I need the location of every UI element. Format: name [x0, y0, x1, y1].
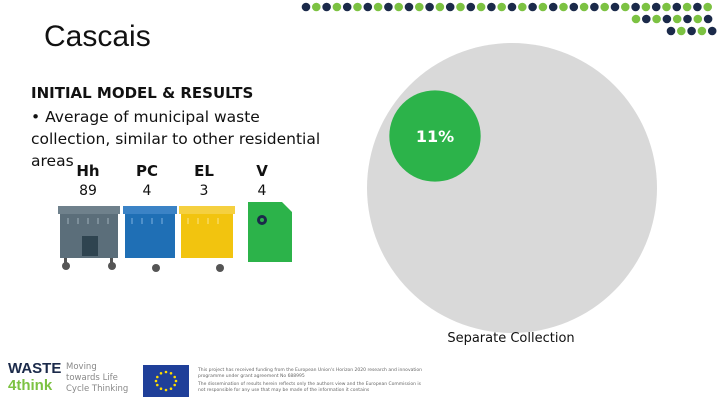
slide-title: Cascais: [44, 20, 151, 53]
decorative-dot: [662, 2, 671, 12]
decorative-dot: [435, 2, 445, 12]
bin-value-packaging: 3: [199, 183, 209, 199]
decorative-dot: [363, 2, 373, 12]
decorative-dot: [677, 26, 686, 36]
decorative-dot: [353, 2, 362, 12]
decorative-dot: [569, 2, 579, 12]
decorative-dot-pattern: [301, 2, 717, 36]
decorative-dot: [651, 2, 661, 12]
decorative-dot: [507, 2, 517, 12]
decorative-dot: [683, 14, 692, 24]
bin-value-paper: 4: [142, 183, 152, 199]
decorative-dot: [322, 2, 331, 12]
decorative-dot: [548, 2, 558, 12]
decorative-dot: [621, 2, 630, 12]
decorative-dot: [652, 14, 661, 24]
decorative-dot: [332, 2, 342, 12]
decorative-dot: [301, 2, 311, 12]
decorative-dot: [703, 14, 713, 24]
decorative-dot: [672, 2, 682, 12]
decorative-dot: [394, 2, 403, 12]
pie-slice-remaining: [367, 43, 657, 333]
decorative-dot: [476, 2, 486, 12]
decorative-dot: [642, 14, 651, 24]
decorative-dot: [312, 2, 321, 12]
decorative-dot: [373, 2, 383, 12]
glass-bin-icon: [248, 202, 292, 262]
paper-bin-icon: [123, 206, 177, 272]
waste-bins-illustration: [58, 202, 292, 272]
decorative-dot: [466, 2, 476, 12]
decorative-dot: [579, 2, 589, 12]
decorative-dot: [538, 2, 548, 12]
decorative-dot: [631, 14, 641, 24]
decorative-dot: [600, 2, 609, 12]
bullet-text: • Average of municipal waste collection,…: [31, 108, 321, 170]
decorative-dot: [415, 2, 424, 12]
decorative-dot: [559, 2, 568, 12]
decorative-dot: [404, 2, 414, 12]
logo-word-4think: 4think: [8, 377, 53, 394]
decorative-dot: [682, 2, 692, 12]
bin-code-household: Hh: [76, 162, 100, 180]
decorative-dot: [687, 26, 696, 36]
funding-text: This project has received funding from t…: [198, 368, 422, 379]
disclaimer-text: The dissemination of results herein refl…: [198, 382, 421, 393]
decorative-dot: [610, 2, 620, 12]
decorative-dot: [703, 2, 712, 12]
packaging-bin-icon: [179, 206, 235, 272]
decorative-dot: [497, 2, 506, 12]
bin-code-paper: PC: [135, 162, 158, 180]
decorative-dot: [384, 2, 393, 12]
eu-flag-icon: [143, 365, 189, 397]
decorative-dot: [487, 2, 496, 12]
waste4think-logo: WASTE 4think Moving towards Life Cycle T…: [8, 360, 138, 400]
bin-value-household: 89: [79, 183, 97, 199]
decorative-dot: [425, 2, 434, 12]
pie-data-label: 11%: [416, 127, 454, 146]
decorative-dot: [662, 14, 672, 24]
decorative-dot: [707, 26, 717, 36]
decorative-dot: [672, 14, 682, 24]
decorative-dot: [342, 2, 352, 12]
decorative-dot: [456, 2, 465, 12]
household-bin-icon: [58, 206, 120, 270]
section-heading: INITIAL MODEL & RESULTS: [31, 84, 254, 102]
decorative-dot: [693, 14, 703, 24]
chart-caption: Separate Collection: [447, 331, 574, 346]
bin-value-glass: 4: [257, 183, 267, 199]
logo-tagline: Moving towards Life Cycle Thinking: [66, 362, 129, 394]
decorative-dot: [693, 2, 702, 12]
bin-code-glass: V: [256, 162, 268, 180]
decorative-dot: [590, 2, 599, 12]
decorative-dot: [666, 26, 676, 36]
footer-funding-note: This project has received funding from t…: [198, 368, 428, 394]
logo-word-waste: WASTE: [8, 360, 62, 377]
decorative-dot: [631, 2, 640, 12]
pie-slice-separate-collection: [389, 90, 481, 182]
decorative-dot: [518, 2, 527, 12]
decorative-dot: [528, 2, 537, 12]
decorative-dot: [445, 2, 455, 12]
decorative-dot: [697, 26, 707, 36]
decorative-dot: [641, 2, 651, 12]
bin-code-packaging: EL: [194, 162, 214, 180]
